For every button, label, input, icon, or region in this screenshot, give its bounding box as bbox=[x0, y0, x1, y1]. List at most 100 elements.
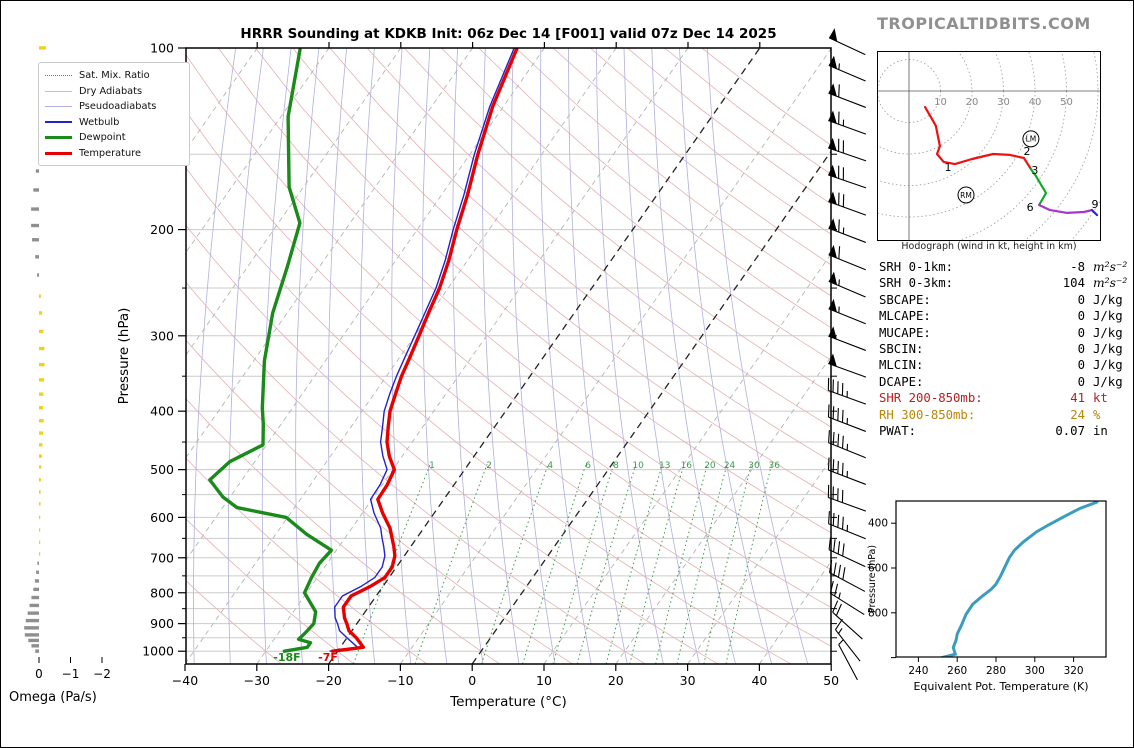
x-tick-label: 30 bbox=[680, 673, 696, 688]
thetae-curve bbox=[940, 501, 1099, 657]
legend-item: Pseudoadiabats bbox=[45, 99, 183, 115]
omega-bar bbox=[35, 255, 39, 259]
omega-bar bbox=[39, 362, 45, 367]
wind-barb bbox=[828, 511, 866, 540]
index-value: 0 bbox=[1077, 358, 1085, 373]
mixing-ratio-label: 16 bbox=[681, 461, 693, 471]
mixing-ratio-line bbox=[655, 464, 708, 664]
legend-line-sample bbox=[45, 151, 72, 155]
wind-barb bbox=[828, 164, 867, 189]
pressure-tick-label: 200 bbox=[150, 222, 174, 237]
dry-adiabat-line bbox=[255, 48, 831, 534]
thetae-x-tick-label: 320 bbox=[1064, 665, 1084, 677]
omega-bar bbox=[29, 603, 39, 608]
dry-adiabat-line bbox=[329, 48, 831, 462]
brand-logo: TROPICALTIDBITS.COM bbox=[877, 14, 1091, 33]
x-tick-label: −30 bbox=[244, 673, 270, 688]
omega-bar bbox=[27, 611, 39, 615]
pseudoadiabat-line bbox=[422, 48, 448, 664]
index-value: 0 bbox=[1077, 341, 1085, 356]
index-unit: % bbox=[1093, 407, 1101, 422]
index-label: SHR 200-850mb: bbox=[879, 391, 983, 406]
mixing-ratio-line bbox=[703, 464, 752, 664]
isotherm-line bbox=[471, 150, 831, 664]
omega-bar bbox=[39, 454, 42, 458]
isotherm-line bbox=[186, 48, 617, 664]
index-row: MLCAPE: 0 J/kg bbox=[879, 309, 1125, 325]
pressure-tick-label: 1000 bbox=[142, 644, 174, 659]
omega-bar bbox=[39, 329, 44, 334]
index-value: 0 bbox=[1077, 309, 1085, 324]
mixing-ratio-line bbox=[352, 464, 431, 664]
dry-adiabat-line bbox=[186, 54, 831, 608]
thetae-chart: 400 600 800 240 260 280 300 320 Equivalent Pot. … bbox=[867, 500, 1107, 693]
hodograph-trace-6-9km bbox=[1038, 203, 1094, 214]
legend-line-sample bbox=[45, 121, 72, 124]
wind-barb bbox=[832, 600, 863, 640]
wind-barb bbox=[828, 110, 867, 135]
wind-barb bbox=[828, 430, 866, 459]
index-label: SBCIN: bbox=[879, 341, 924, 356]
wind-barb bbox=[829, 560, 866, 592]
index-row: PWAT: 0.07 in bbox=[879, 424, 1125, 440]
omega-tick-label: −1 bbox=[62, 667, 80, 681]
omega-bar bbox=[28, 638, 39, 643]
wind-barb bbox=[834, 618, 861, 662]
mixing-ratio-label: 36 bbox=[768, 461, 780, 471]
dry-adiabat-line bbox=[186, 281, 646, 664]
mixing-ratio-line bbox=[414, 464, 488, 664]
legend-line-sample bbox=[45, 106, 72, 108]
hodograph-ring-label: 20 bbox=[966, 97, 979, 108]
legend-label: Dewpoint bbox=[79, 132, 126, 144]
dry-adiabat-line bbox=[186, 224, 719, 664]
pressure-tick-label: 800 bbox=[150, 585, 174, 600]
pseudoadiabat-line bbox=[482, 48, 520, 664]
dry-adiabat-line bbox=[218, 48, 831, 571]
pseudoadiabat-line bbox=[227, 48, 264, 664]
omega-bar bbox=[33, 587, 39, 592]
x-tick-label: 40 bbox=[751, 673, 767, 688]
omega-bar bbox=[25, 618, 39, 623]
index-row: MLCIN: 0 J/kg bbox=[879, 358, 1125, 374]
y-axis-title: Pressure (hPa) bbox=[116, 308, 132, 405]
dry-adiabat-line bbox=[186, 580, 282, 664]
index-unit: J/kg bbox=[1093, 309, 1123, 324]
hodograph-ring bbox=[958, 52, 1067, 240]
dry-adiabat-line bbox=[366, 48, 831, 428]
wind-barb bbox=[838, 639, 858, 681]
pressure-tick-label: 100 bbox=[150, 41, 174, 56]
index-row: SBCIN: 0 J/kg bbox=[879, 342, 1125, 358]
mixing-ratio-label: 8 bbox=[613, 461, 619, 471]
hodograph-ring bbox=[878, 52, 1036, 218]
mixing-ratio-label: 24 bbox=[724, 461, 736, 471]
x-tick-label: 50 bbox=[823, 673, 839, 688]
omega-bar bbox=[39, 294, 41, 298]
pressure-tick-label: 300 bbox=[150, 328, 174, 343]
x-tick-label: 0 bbox=[468, 673, 476, 688]
index-label: SRH 0-3km: bbox=[879, 276, 954, 291]
hodograph-trace-9km+ bbox=[1090, 209, 1099, 217]
legend-label: Wetbulb bbox=[79, 116, 120, 128]
dry-adiabat-line bbox=[186, 339, 573, 664]
omega-bar bbox=[37, 561, 39, 565]
index-label: MLCIN: bbox=[879, 358, 924, 373]
legend-line-sample bbox=[45, 75, 72, 77]
wind-barb bbox=[829, 580, 865, 616]
pseudoadiabat-line bbox=[539, 48, 592, 664]
wind-barb bbox=[827, 377, 867, 405]
dry-adiabat-line bbox=[404, 48, 831, 394]
thetae-y-tick-label: 400 bbox=[868, 518, 888, 530]
wind-barb bbox=[828, 353, 867, 378]
hodograph-height-label: 6 bbox=[1027, 201, 1034, 214]
legend-item: Wetbulb bbox=[45, 115, 183, 131]
omega-bar bbox=[39, 443, 43, 447]
omega-bar bbox=[24, 626, 39, 630]
pressure-tick-label: 500 bbox=[150, 462, 174, 477]
index-label: SRH 0-1km: bbox=[879, 260, 954, 274]
wind-barb bbox=[828, 218, 867, 243]
legend-label: Pseudoadiabats bbox=[79, 101, 157, 113]
legend-label: Sat. Mix. Ratio bbox=[79, 70, 150, 82]
pseudoadiabat-line bbox=[679, 48, 773, 664]
index-row: SHR 200-850mb: 41 kt bbox=[879, 391, 1125, 407]
mixing-ratio-label: 6 bbox=[585, 461, 591, 471]
